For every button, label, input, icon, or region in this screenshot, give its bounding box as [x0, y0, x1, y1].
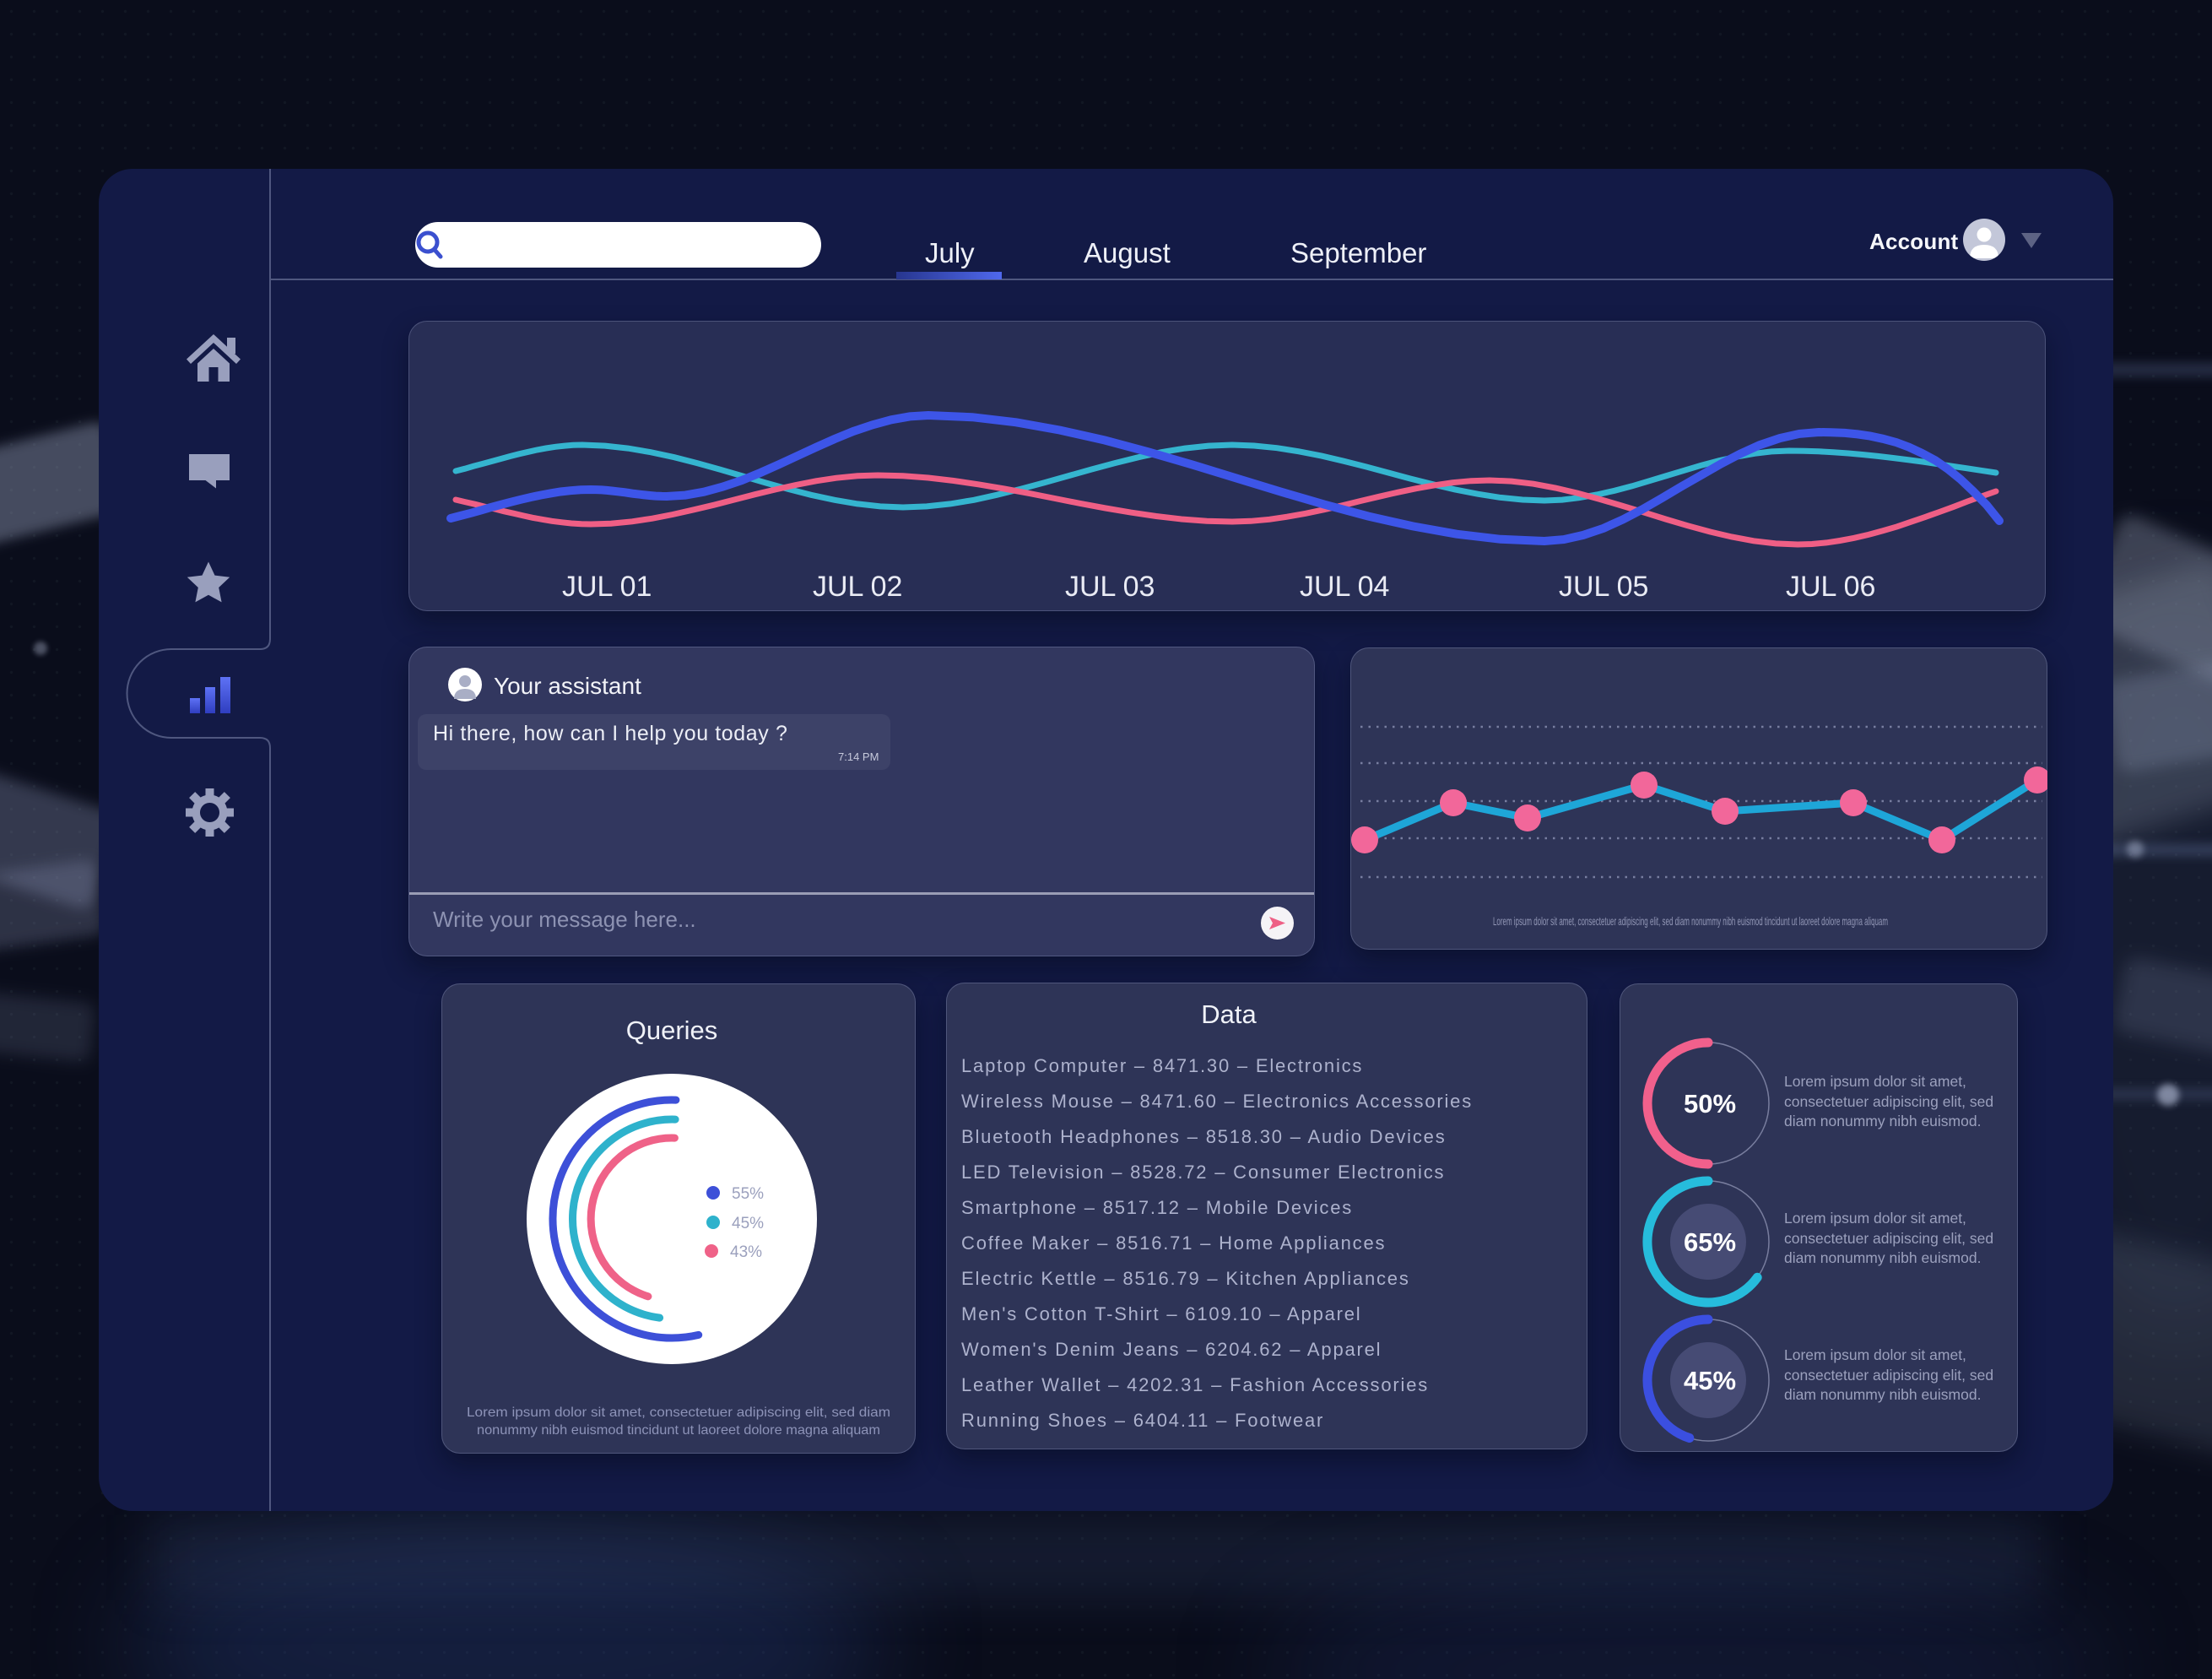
svg-text:Lorem ipsum dolor sit amet, co: Lorem ipsum dolor sit amet, consectetuer… — [467, 1405, 890, 1420]
svg-text:nonummy nibh euismod tincidunt: nonummy nibh euismod tincidunt ut laoree… — [477, 1423, 880, 1438]
svg-text:50%: 50% — [1684, 1089, 1736, 1118]
svg-text:45%: 45% — [1684, 1366, 1736, 1395]
svg-text:45%: 45% — [732, 1215, 764, 1232]
svg-text:Lorem ipsum dolor sit amet, co: Lorem ipsum dolor sit amet, consectetuer… — [1493, 914, 1888, 928]
svg-text:65%: 65% — [1684, 1227, 1736, 1257]
svg-text:43%: 43% — [730, 1243, 762, 1261]
svg-text:55%: 55% — [732, 1185, 764, 1203]
